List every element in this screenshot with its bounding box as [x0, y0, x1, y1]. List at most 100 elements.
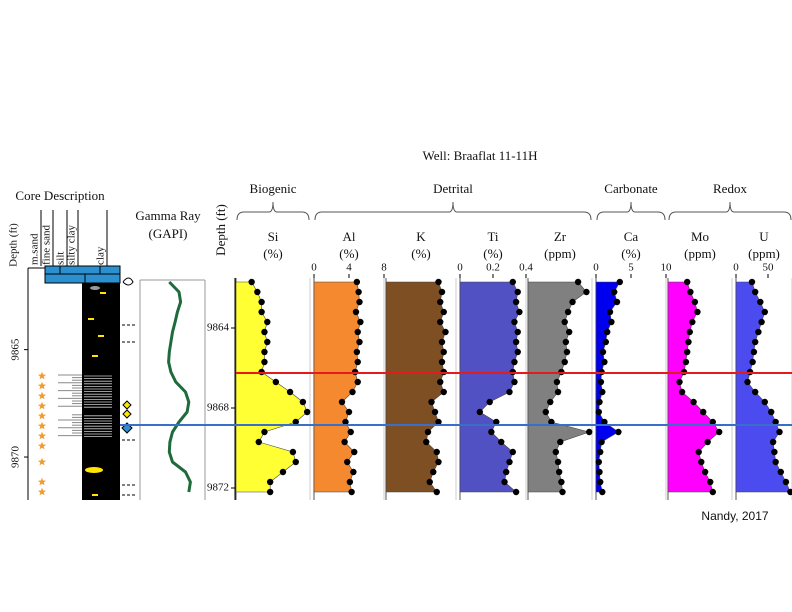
data-point	[353, 278, 361, 286]
data-point	[758, 318, 765, 326]
data-point	[289, 448, 297, 456]
data-point	[686, 328, 693, 336]
data-point	[606, 308, 614, 316]
data-point	[435, 278, 442, 286]
data-point	[352, 308, 360, 316]
data-point	[286, 388, 294, 396]
data-point	[744, 378, 751, 386]
data-point	[615, 428, 622, 436]
track-name: Zr	[554, 229, 567, 244]
x-tick-label: 5	[628, 262, 634, 274]
track-unit: (%)	[483, 246, 503, 261]
data-point	[555, 468, 563, 476]
data-point	[258, 298, 265, 306]
x-tick-label: 4	[346, 262, 352, 274]
data-point	[488, 428, 495, 436]
data-point	[356, 298, 363, 306]
data-point	[586, 428, 593, 436]
data-point	[430, 468, 437, 476]
data-point	[261, 328, 268, 336]
data-point	[574, 278, 582, 286]
depth-tick-label: 9868	[207, 402, 230, 414]
data-point	[676, 378, 683, 386]
nodule	[90, 286, 100, 290]
data-point	[348, 488, 355, 496]
data-point	[354, 358, 361, 366]
data-point	[354, 378, 361, 386]
data-point	[428, 398, 435, 406]
data-point	[433, 488, 440, 496]
data-point	[750, 348, 758, 356]
data-point	[597, 448, 604, 456]
data-point	[554, 388, 562, 396]
data-point	[684, 348, 691, 356]
data-point	[561, 318, 568, 326]
data-point	[548, 418, 555, 426]
data-point	[498, 438, 505, 446]
citation: Nandy, 2017	[701, 509, 768, 523]
data-point	[690, 398, 697, 406]
data-point	[423, 438, 430, 446]
data-point	[601, 358, 608, 366]
data-point	[599, 348, 607, 356]
data-point	[553, 378, 561, 386]
track-unit: (%)	[263, 246, 283, 261]
data-point	[344, 458, 351, 466]
data-point	[776, 428, 783, 436]
data-point	[597, 478, 604, 486]
data-point	[357, 318, 364, 326]
data-point	[709, 488, 716, 496]
data-point	[787, 488, 792, 496]
data-point	[704, 438, 711, 446]
data-point	[255, 438, 262, 446]
x-tick-label: 0	[457, 262, 463, 274]
nodule	[92, 494, 98, 496]
star	[38, 401, 46, 410]
data-point	[341, 438, 348, 446]
data-point	[752, 338, 759, 346]
track-unit: (ppm)	[748, 246, 780, 261]
group-brace	[668, 201, 792, 221]
data-point	[476, 408, 483, 416]
data-point	[347, 428, 354, 436]
grain-size-label: silt	[55, 252, 67, 265]
data-point	[678, 388, 686, 396]
data-point	[299, 398, 307, 406]
x-tick-label: 8	[381, 262, 387, 274]
core-depth-title: Depth (ft)	[8, 223, 20, 267]
star	[38, 441, 46, 450]
track-unit: (%)	[339, 246, 359, 261]
core-laminae	[38, 371, 112, 496]
data-point	[438, 338, 446, 346]
x-tick-label: 0	[733, 262, 739, 274]
core-depth-label: 9865	[10, 338, 22, 361]
data-point	[709, 418, 716, 426]
data-point	[342, 418, 349, 426]
core-title: Core Description	[15, 188, 105, 203]
data-point	[611, 288, 618, 296]
data-point	[777, 468, 784, 476]
track-name: Si	[268, 229, 279, 244]
data-point	[264, 338, 271, 346]
data-point	[689, 318, 696, 326]
data-point	[516, 308, 523, 316]
nodule	[92, 355, 98, 357]
data-point	[431, 408, 439, 416]
x-tick-label: 50	[763, 262, 775, 274]
data-point	[558, 478, 565, 486]
core-depth-label: 9870	[10, 446, 22, 469]
data-point	[438, 288, 446, 296]
star	[38, 371, 46, 380]
data-point	[772, 418, 779, 426]
data-point	[503, 468, 510, 476]
nodule	[100, 292, 106, 294]
data-point	[292, 458, 299, 466]
data-point	[599, 388, 606, 396]
data-point	[355, 288, 362, 296]
x-tick-label: 0	[593, 262, 599, 274]
nodule	[88, 318, 94, 320]
track-name: Al	[343, 229, 356, 244]
track-unit: (ppm)	[684, 246, 716, 261]
data-point	[684, 278, 691, 286]
star	[38, 381, 46, 390]
